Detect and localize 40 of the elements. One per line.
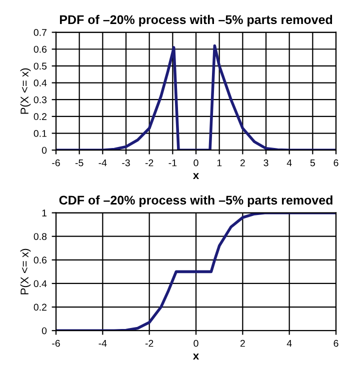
y-tick-label: 0.3 [34, 96, 47, 104]
x-tick-label: 3 [264, 159, 268, 166]
x-tick-label: -3 [122, 159, 130, 166]
x-axis-title: x [192, 354, 200, 360]
x-tick-label: 6 [334, 159, 338, 166]
x-tick-label: -5 [75, 159, 84, 166]
x-tick-label: -2 [145, 159, 154, 166]
x-axis-title: x [192, 173, 200, 180]
x-tick-label: -4 [98, 340, 107, 347]
x-tick-label: 6 [334, 340, 338, 347]
y-tick-label: 0.1 [34, 130, 46, 137]
x-tick-label: 0 [194, 340, 198, 347]
x-tick-label: 4 [286, 340, 292, 347]
x-tick-label: -1 [168, 159, 177, 166]
x-tick-label: 1 [217, 159, 222, 166]
y-tick-label: 0 [42, 327, 47, 334]
x-tick-label: 0 [194, 159, 198, 166]
y-tick-label: 0.5 [34, 62, 47, 70]
y-axis-title: P(X <= x) [20, 68, 31, 114]
y-tick-label: 0.7 [34, 29, 46, 36]
x-tick-label: 2 [240, 340, 245, 347]
x-tick-label: -6 [52, 340, 60, 347]
y-tick-label: 0.4 [34, 80, 47, 86]
y-tick-label: 0 [42, 146, 47, 154]
x-tick-label: 5 [310, 159, 315, 166]
chart-title: PDF of –20% process with –5% parts removed [60, 14, 332, 27]
y-tick-label: 0.4 [34, 280, 47, 288]
chart-title: CDF of –20% process with –5% parts removed [59, 195, 332, 208]
y-tick-label: 0.6 [34, 256, 47, 264]
x-tick-label: 2 [240, 159, 245, 166]
y-tick-label: 0.6 [34, 46, 47, 53]
y-tick-label: 0.8 [34, 233, 47, 240]
x-tick-label: -4 [98, 159, 107, 166]
x-tick-label: 4 [286, 159, 292, 166]
y-axis-title: P(X <= x) [20, 248, 31, 294]
x-tick-label: -2 [145, 340, 154, 347]
y-tick-label: 0.2 [34, 304, 46, 311]
x-tick-label: -6 [52, 159, 60, 166]
y-tick-label: 0.2 [34, 113, 46, 120]
y-tick-label: 1 [42, 210, 46, 216]
